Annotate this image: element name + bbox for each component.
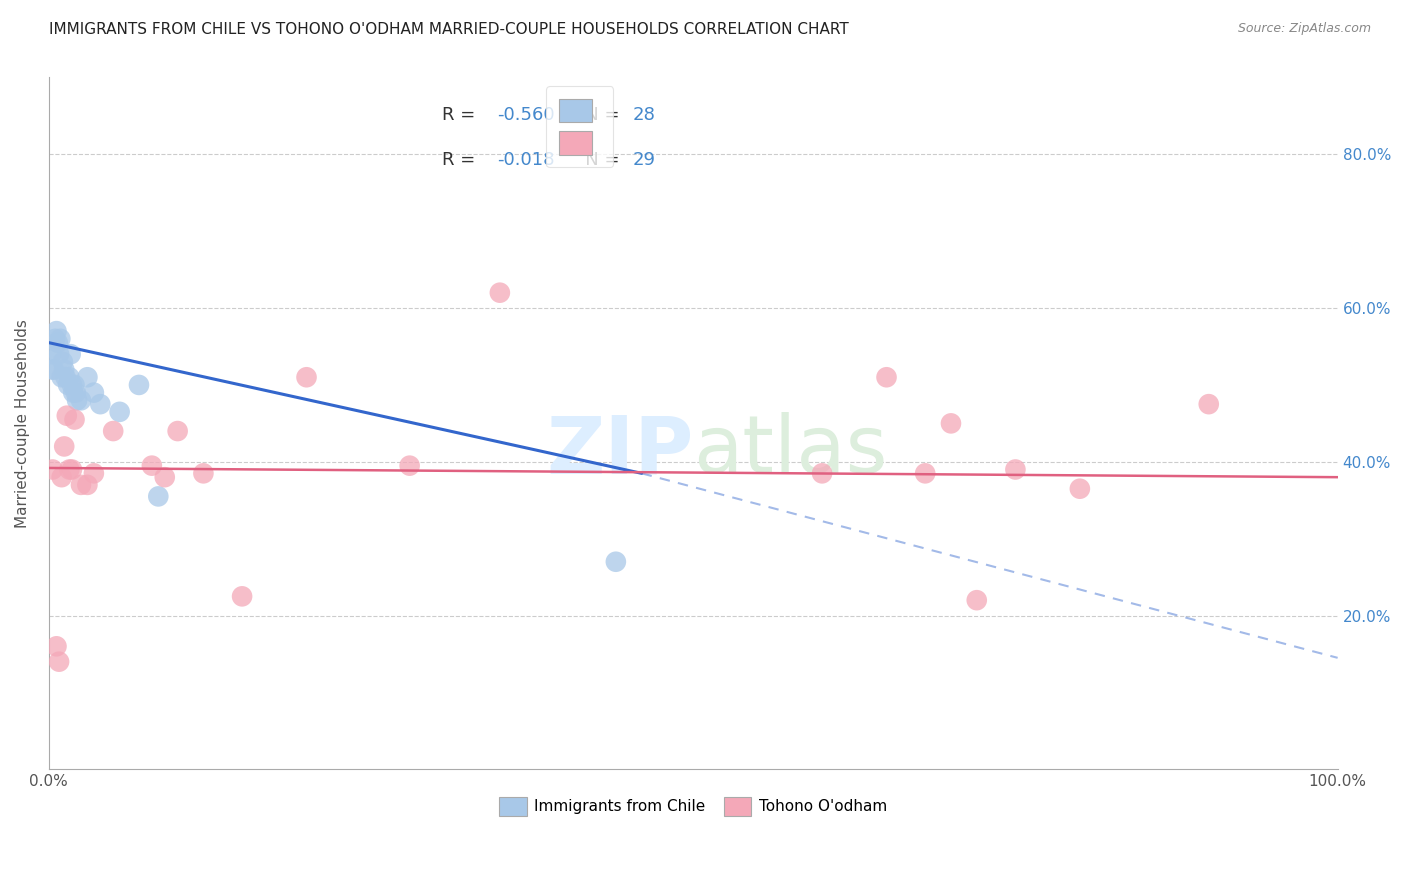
Point <box>63 378 86 392</box>
Text: R =: R = <box>441 106 481 125</box>
Point <box>53 362 76 376</box>
Point <box>70 393 93 408</box>
Point <box>83 467 105 481</box>
Legend: Immigrants from Chile, Tohono O'odham: Immigrants from Chile, Tohono O'odham <box>492 789 894 824</box>
Point <box>52 355 75 369</box>
Point <box>103 424 125 438</box>
Point <box>41 347 63 361</box>
Point <box>58 462 80 476</box>
Point <box>63 412 86 426</box>
Point <box>939 417 962 431</box>
Point <box>44 332 66 346</box>
Point <box>59 347 82 361</box>
Text: R =: R = <box>441 152 481 169</box>
Point <box>295 370 318 384</box>
Point <box>83 385 105 400</box>
Point <box>58 370 80 384</box>
Point <box>605 555 627 569</box>
Text: -0.560: -0.560 <box>498 106 555 125</box>
Point <box>41 462 63 476</box>
Point <box>56 378 79 392</box>
Point <box>62 385 84 400</box>
Point <box>49 332 72 346</box>
Y-axis label: Married-couple Households: Married-couple Households <box>15 319 30 528</box>
Point <box>148 490 170 504</box>
Point <box>51 470 73 484</box>
Point <box>1004 462 1026 476</box>
Point <box>193 467 215 481</box>
Point <box>231 590 253 604</box>
Point <box>45 640 67 654</box>
Point <box>76 478 98 492</box>
Point <box>489 285 512 300</box>
Point <box>53 439 76 453</box>
Point <box>966 593 988 607</box>
Point <box>153 470 176 484</box>
Point <box>1198 397 1220 411</box>
Point <box>66 393 89 408</box>
Point <box>42 362 65 376</box>
Text: IMMIGRANTS FROM CHILE VS TOHONO O'ODHAM MARRIED-COUPLE HOUSEHOLDS CORRELATION CH: IMMIGRANTS FROM CHILE VS TOHONO O'ODHAM … <box>49 22 849 37</box>
Point <box>65 385 87 400</box>
Point <box>166 424 188 438</box>
Text: ZIP: ZIP <box>546 412 693 490</box>
Point <box>45 324 67 338</box>
Point <box>1069 482 1091 496</box>
Point <box>55 370 77 384</box>
Point <box>914 467 936 481</box>
Point <box>70 478 93 492</box>
Text: atlas: atlas <box>693 412 887 490</box>
Point <box>60 378 83 392</box>
Point <box>60 462 83 476</box>
Point <box>76 370 98 384</box>
Text: -0.018: -0.018 <box>498 152 555 169</box>
Text: 29: 29 <box>633 152 655 169</box>
Point <box>141 458 163 473</box>
Point <box>89 397 111 411</box>
Point <box>108 405 131 419</box>
Point <box>46 335 69 350</box>
Point <box>811 467 834 481</box>
Point <box>48 655 70 669</box>
Point <box>56 409 79 423</box>
Point <box>41 362 63 376</box>
Point <box>128 378 150 392</box>
Point <box>48 347 70 361</box>
Point <box>876 370 898 384</box>
Text: N =: N = <box>568 152 626 169</box>
Point <box>51 370 73 384</box>
Text: N =: N = <box>568 106 626 125</box>
Point <box>398 458 420 473</box>
Text: Source: ZipAtlas.com: Source: ZipAtlas.com <box>1237 22 1371 36</box>
Text: 28: 28 <box>633 106 655 125</box>
